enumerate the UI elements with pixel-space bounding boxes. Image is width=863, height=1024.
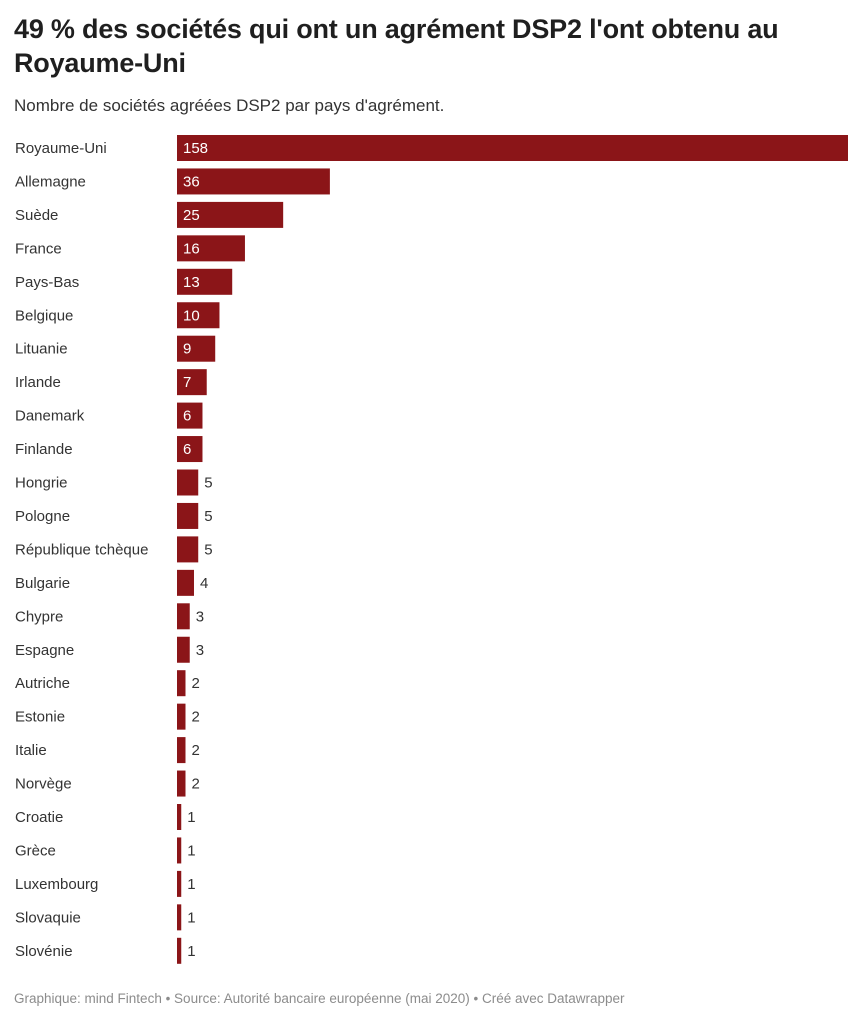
category-label: Autriche xyxy=(15,675,70,692)
category-label: Allemagne xyxy=(15,173,86,190)
bar xyxy=(177,235,245,262)
value-label: 2 xyxy=(191,709,199,726)
value-label: 5 xyxy=(204,508,212,525)
category-label: Belgique xyxy=(15,307,73,324)
value-label: 2 xyxy=(191,675,199,692)
value-label: 6 xyxy=(183,441,191,458)
bar xyxy=(177,436,203,463)
category-label: Royaume-Uni xyxy=(15,140,107,157)
category-label: République tchèque xyxy=(15,541,148,558)
chart-subtitle: Nombre de sociétés agréées DSP2 par pays… xyxy=(14,96,445,115)
value-label: 1 xyxy=(187,809,195,826)
category-label: Norvège xyxy=(15,776,72,793)
category-label: Lituanie xyxy=(15,341,68,358)
bar xyxy=(177,168,330,195)
bar xyxy=(177,870,182,897)
value-label: 5 xyxy=(204,541,212,558)
category-label: Luxembourg xyxy=(15,876,98,893)
value-label: 36 xyxy=(183,173,200,190)
value-label: 3 xyxy=(196,642,204,659)
value-label: 158 xyxy=(183,140,208,157)
bar xyxy=(177,636,190,663)
bar xyxy=(177,737,186,764)
bar xyxy=(177,770,186,797)
value-label: 6 xyxy=(183,408,191,425)
category-label: Chypre xyxy=(15,608,63,625)
category-label: Espagne xyxy=(15,642,74,659)
category-label: Finlande xyxy=(15,441,73,458)
bar xyxy=(177,937,182,964)
bar xyxy=(177,502,199,529)
category-label: Slovénie xyxy=(15,943,73,960)
value-label: 10 xyxy=(183,307,200,324)
chart-title: 49 % des sociétés qui ont un agrément DS… xyxy=(14,14,779,78)
category-label: Slovaquie xyxy=(15,909,81,926)
bar xyxy=(177,703,186,730)
bar xyxy=(177,369,207,396)
category-label: Bulgarie xyxy=(15,575,70,592)
category-label: Suède xyxy=(15,207,58,224)
value-label: 1 xyxy=(187,842,195,859)
bar xyxy=(177,302,220,329)
value-label: 5 xyxy=(204,475,212,492)
category-label: Grèce xyxy=(15,842,56,859)
category-label: Estonie xyxy=(15,709,65,726)
bar xyxy=(177,268,233,295)
bar xyxy=(177,837,182,864)
bar xyxy=(177,670,186,697)
value-label: 13 xyxy=(183,274,200,291)
bar xyxy=(177,569,194,596)
bar xyxy=(177,804,182,830)
category-label: Hongrie xyxy=(15,475,68,492)
value-label: 3 xyxy=(196,608,204,625)
category-label: Croatie xyxy=(15,809,63,826)
bar xyxy=(177,469,199,496)
chart-footer: Graphique: mind Fintech • Source: Autori… xyxy=(14,991,625,1006)
bar xyxy=(177,335,216,362)
value-label: 1 xyxy=(187,876,195,893)
category-label: Pologne xyxy=(15,508,70,525)
category-label: Irlande xyxy=(15,374,61,391)
bar xyxy=(177,536,199,563)
value-label: 16 xyxy=(183,240,200,257)
value-label: 9 xyxy=(183,341,191,358)
value-label: 25 xyxy=(183,207,200,224)
category-label: France xyxy=(15,240,62,257)
value-label: 2 xyxy=(191,776,199,793)
category-label: Pays-Bas xyxy=(15,274,79,291)
bar xyxy=(177,135,848,161)
bar xyxy=(177,402,203,429)
bar xyxy=(177,904,182,931)
category-label: Italie xyxy=(15,742,47,759)
value-label: 2 xyxy=(191,742,199,759)
value-label: 1 xyxy=(187,909,195,926)
bar xyxy=(177,603,190,630)
value-label: 4 xyxy=(200,575,208,592)
category-label: Danemark xyxy=(15,408,85,425)
value-label: 1 xyxy=(187,943,195,960)
value-label: 7 xyxy=(183,374,191,391)
bar xyxy=(177,201,284,228)
